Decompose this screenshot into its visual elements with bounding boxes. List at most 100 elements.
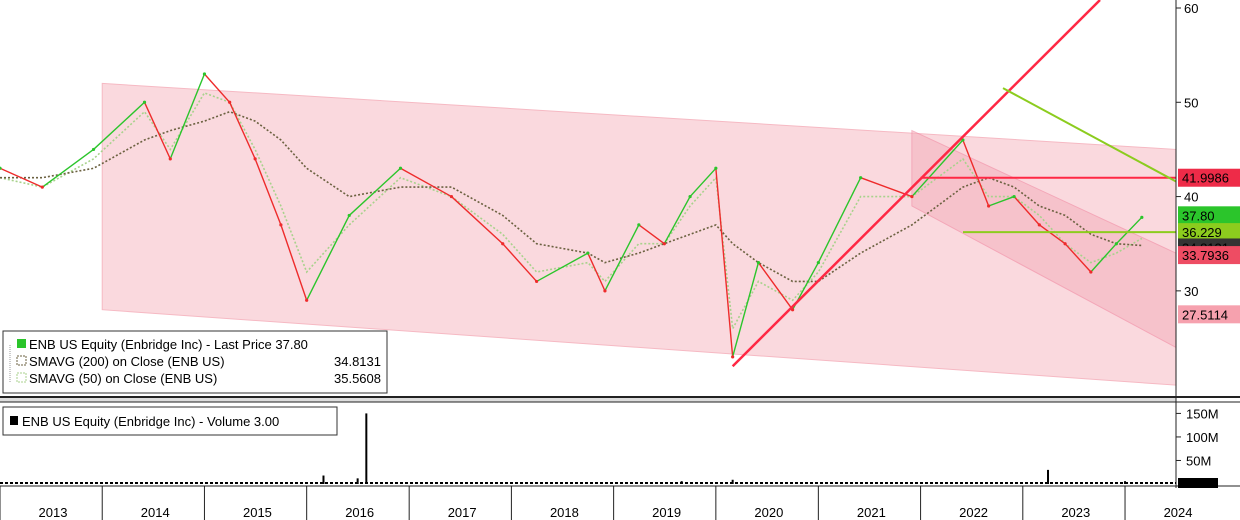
price-segment [348,167,401,216]
price-point [1114,242,1118,246]
price-point [1089,270,1093,274]
legend-last-price-label: ENB US Equity (Enbridge Inc) - Last Pric… [29,337,308,352]
price-segment [0,167,43,188]
y-tick-label: 60 [1184,1,1198,16]
price-point [1037,223,1041,227]
price-segment [280,224,308,301]
volume-bar [322,475,325,484]
price-point [910,194,914,199]
price-segment [689,167,717,198]
price-point [662,242,666,246]
legend-sma50-label: SMAVG (50) on Close (ENB US) [29,371,217,386]
volume-legend-box [2,406,338,436]
price-point [91,147,96,152]
legend-sma50-value: 35.5608 [334,371,381,386]
price-point [228,100,232,104]
price-legend-box [2,330,388,394]
price-segment [93,101,145,150]
volume-layer: 50M 100M 150M 3.00 [0,406,1219,490]
price-tag-box [1178,168,1240,187]
volume-tick-label: 100M [1186,430,1219,445]
price-point [40,185,44,189]
legend-sma200-label: SMAVG (200) on Close (ENB US) [29,354,225,369]
year-label: 2015 [243,505,272,520]
price-segment [536,252,589,283]
y-tick-label: 40 [1184,190,1198,205]
volume-bar [356,478,359,484]
year-label: 2022 [959,505,988,520]
price-point [535,279,539,284]
price-tag-label: 27.5114 [1182,307,1228,322]
price-segment [41,148,94,188]
year-label: 2016 [345,505,374,520]
year-label: 2017 [448,505,477,520]
price-segment [817,177,862,263]
price-segment [254,158,282,226]
price-segment [860,177,913,198]
year-label: 2019 [652,505,681,520]
downtrend-line [1002,87,1177,183]
price-point [731,355,735,359]
price-tag-label: 33.7936 [1182,248,1229,263]
last-volume-tag-box [1178,478,1218,488]
price-segment [169,73,206,160]
price-point [0,166,2,170]
price-point [142,100,147,104]
price-point [449,194,454,199]
sma50-line [0,91,1143,332]
price-segment [911,139,964,198]
last-volume-tag-label: 3.00 [1182,475,1207,490]
price-segment [663,196,691,245]
price-tag-box [1178,305,1240,324]
price-segment [143,101,171,160]
legend-sma200-swatch [16,355,27,366]
price-point [987,204,991,208]
panel-separator [0,396,1176,402]
trendline-layer [731,0,1177,368]
price-point [756,260,761,265]
price-segment [400,167,452,198]
price-tag-label: 41.9986 [1182,171,1229,186]
price-point [586,251,590,255]
price-segment [229,101,256,160]
price-point [347,213,351,218]
price-point [279,223,283,227]
price-point [1140,215,1144,219]
price-segment [1064,243,1092,273]
price-point [688,194,692,199]
volume-tick-label: 150M [1186,406,1219,421]
price-point [253,157,257,161]
y-tick-label: 50 [1184,95,1198,110]
price-tag-label: 37.80 [1182,208,1215,223]
legend-volume-swatch [10,416,18,425]
y-tick-label: 30 [1184,284,1198,299]
legend-layer: ENB US Equity (Enbridge Inc) - Last Pric… [2,330,388,436]
price-tag-box [1178,206,1240,225]
legend-sma200-value: 34.8131 [334,354,381,369]
price-point [1012,194,1016,199]
price-point [305,298,309,302]
price-segment [1038,224,1066,245]
price-segment [450,196,504,245]
year-label: 2018 [550,505,579,520]
year-label: 2013 [39,505,68,520]
legend-last-price-swatch [17,339,26,348]
legend-sma50-swatch [16,372,27,383]
year-label: 2024 [1164,505,1193,520]
price-segment [587,252,606,292]
price-segment [1090,243,1117,273]
price-segment [731,262,760,358]
volume-tick-label: 50M [1186,453,1211,468]
price-point [714,166,718,170]
volume-bar [1047,469,1050,484]
year-label: 2020 [754,505,783,520]
volume-bar [731,479,734,484]
price-segment [604,224,640,292]
price-segment [306,215,350,301]
price-segment [757,262,794,311]
price-segment [1013,196,1040,226]
price-segment [1115,216,1143,245]
price-point [637,223,641,227]
